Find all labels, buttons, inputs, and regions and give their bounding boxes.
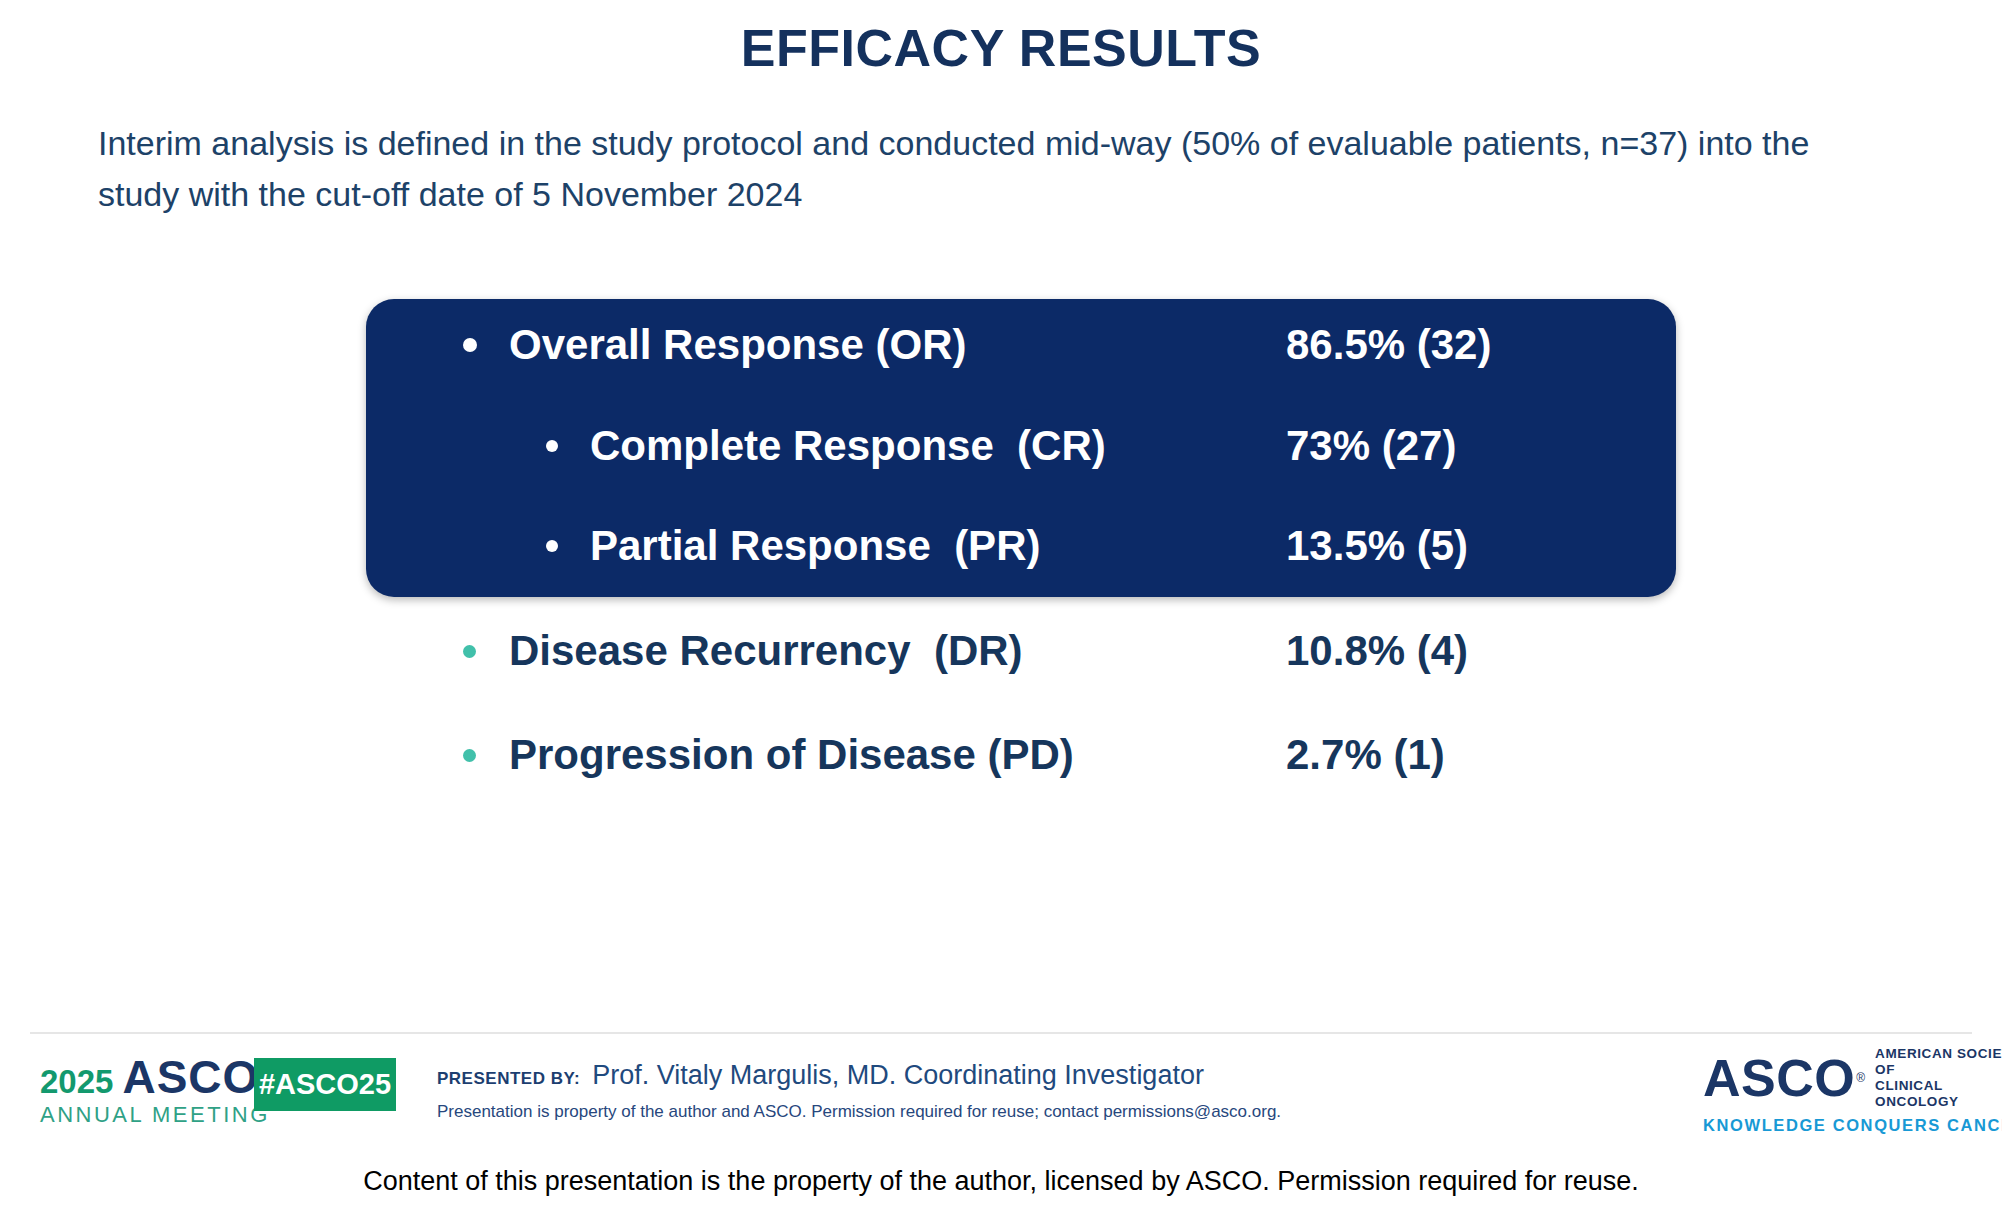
footer-disclaimer: Presentation is property of the author a…: [437, 1102, 1281, 1122]
presentation-slide: EFFICACY RESULTS Interim analysis is def…: [0, 0, 2002, 1206]
society-name: AMERICAN SOCIETY OF CLINICAL ONCOLOGY: [1875, 1046, 2002, 1110]
slide-title: EFFICACY RESULTS: [0, 18, 2002, 78]
result-value: 2.7% (1): [1286, 724, 1445, 786]
society-name-line2: CLINICAL ONCOLOGY: [1875, 1078, 2002, 1110]
asco-annual-meeting-logo: 2025 ASCO ® ANNUAL MEETING: [40, 1054, 270, 1126]
teal-bullet-icon: [463, 749, 476, 762]
result-row-complete-response: Complete Response (CR) 73% (27): [366, 415, 1676, 477]
result-row-overall-response: Overall Response (OR) 86.5% (32): [366, 314, 1676, 376]
slide-subtitle: Interim analysis is defined in the study…: [98, 118, 1848, 220]
presented-by-label: PRESENTED BY:: [437, 1069, 580, 1089]
teal-bullet-icon: [463, 645, 476, 658]
result-row-partial-response: Partial Response (PR) 13.5% (5): [366, 515, 1676, 577]
result-value: 73% (27): [1286, 415, 1456, 477]
result-row-progression-of-disease: Progression of Disease (PD) 2.7% (1): [366, 724, 1676, 786]
footer-divider: [30, 1032, 1972, 1034]
result-label: Disease Recurrency (DR): [509, 627, 1023, 675]
bullet-icon: [546, 440, 558, 452]
result-value: 10.8% (4): [1286, 620, 1468, 682]
result-label: Overall Response (OR): [509, 321, 966, 369]
asco-society-logo: ASCO ® AMERICAN SOCIETY OF CLINICAL ONCO…: [1703, 1046, 2002, 1135]
presented-by-block: PRESENTED BY: Prof. Vitaly Margulis, MD.…: [437, 1060, 1281, 1122]
society-name-line1: AMERICAN SOCIETY OF: [1875, 1046, 2002, 1078]
registered-mark-icon: ®: [1856, 1071, 1865, 1085]
result-label: Complete Response (CR): [590, 422, 1106, 470]
annual-meeting-label: ANNUAL MEETING: [40, 1104, 270, 1126]
meeting-year: 2025: [40, 1065, 113, 1098]
bullet-icon: [463, 338, 477, 352]
copyright-caption: Content of this presentation is the prop…: [0, 1166, 2002, 1197]
result-value: 13.5% (5): [1286, 515, 1468, 577]
asco-wordmark: ASCO: [1703, 1052, 1855, 1104]
result-label: Progression of Disease (PD): [509, 731, 1074, 779]
hashtag-badge: #ASCO25: [254, 1058, 396, 1111]
presenter-name: Prof. Vitaly Margulis, MD. Coordinating …: [592, 1060, 1204, 1091]
bullet-icon: [546, 540, 558, 552]
result-value: 86.5% (32): [1286, 314, 1491, 376]
asco-tagline: KNOWLEDGE CONQUERS CANCER: [1703, 1116, 2002, 1135]
result-row-disease-recurrency: Disease Recurrency (DR) 10.8% (4): [366, 620, 1676, 682]
asco-wordmark: ASCO: [122, 1054, 259, 1100]
result-label: Partial Response (PR): [590, 522, 1040, 570]
